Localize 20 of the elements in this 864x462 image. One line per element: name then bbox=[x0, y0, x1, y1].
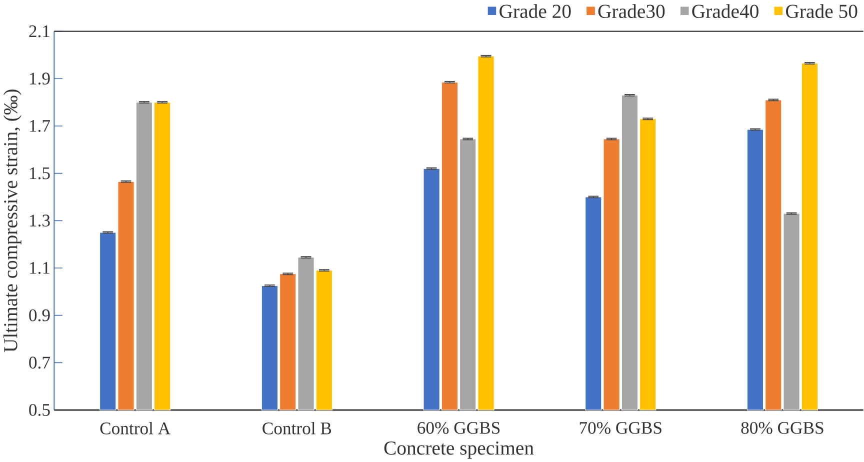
x-tick-label: 80% GGBS bbox=[741, 422, 824, 434]
y-tick-label: 0.7 bbox=[29, 356, 50, 369]
legend-label: Grade30 bbox=[598, 4, 665, 18]
legend-label: Grade 20 bbox=[500, 4, 571, 18]
x-tick-label: 60% GGBS bbox=[418, 422, 500, 434]
legend-label: Grade 50 bbox=[786, 4, 858, 18]
y-tick-label: 2.1 bbox=[29, 25, 50, 38]
x-tick-label: Control A bbox=[100, 422, 170, 434]
y-tick-label: 1.3 bbox=[30, 214, 50, 227]
y-tick-label: 1.9 bbox=[30, 72, 50, 85]
y-tick-label: 0.5 bbox=[29, 404, 50, 416]
y-tick-label: 1.7 bbox=[30, 120, 50, 132]
y-axis-title: Ultimate compressive strain, (‰) bbox=[3, 89, 22, 352]
x-tick-label: 70% GGBS bbox=[580, 422, 662, 434]
y-tick-label: 0.9 bbox=[29, 309, 50, 322]
x-tick-label: Control B bbox=[262, 422, 332, 434]
y-tick-label: 1.5 bbox=[30, 167, 50, 180]
y-tick-label: 1.1 bbox=[30, 262, 50, 274]
x-axis-title: Concrete specimen bbox=[384, 441, 534, 459]
legend-label: Grade40 bbox=[692, 4, 758, 18]
